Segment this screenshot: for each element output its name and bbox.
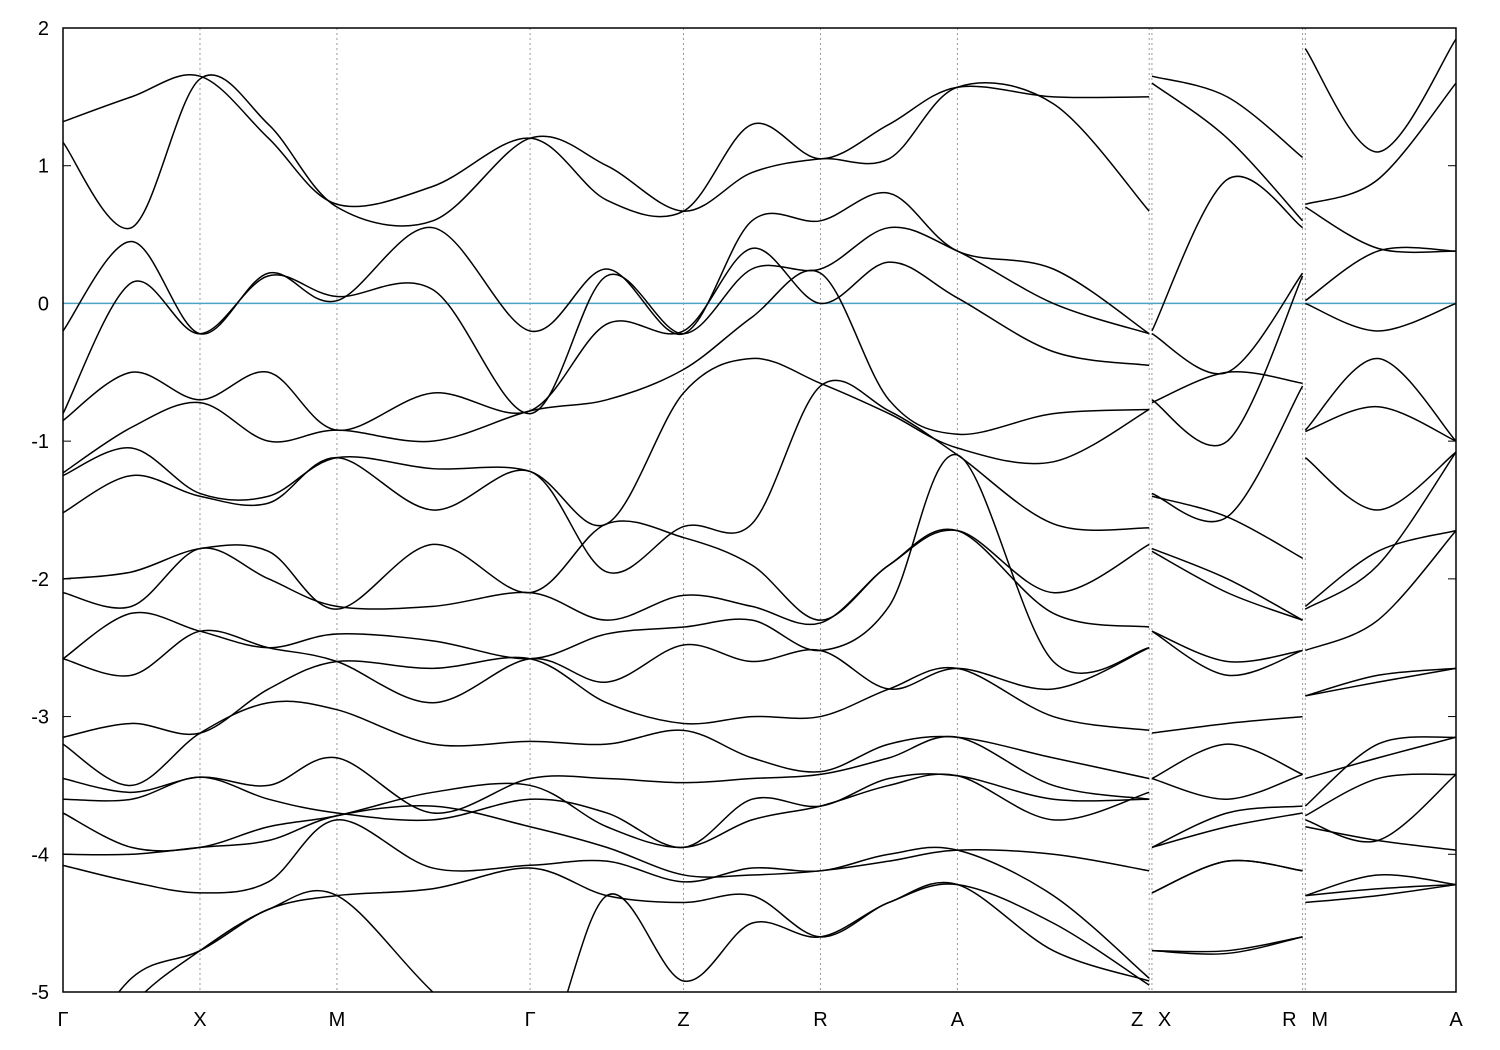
x-tick-label: X xyxy=(193,1009,206,1031)
x-tick-label: M xyxy=(1311,1009,1328,1031)
band xyxy=(63,247,1456,447)
y-tick-label: 2 xyxy=(38,18,49,40)
band xyxy=(117,867,1456,992)
band xyxy=(63,454,1456,674)
y-tick-label: -1 xyxy=(31,431,49,453)
y-tick-label: -2 xyxy=(31,569,49,591)
band xyxy=(63,656,1456,738)
band xyxy=(63,269,1456,474)
x-tick-label: A xyxy=(1449,1009,1463,1031)
grid xyxy=(62,27,1457,993)
band xyxy=(63,451,1456,628)
x-tick-label: M xyxy=(329,1009,346,1031)
band xyxy=(63,226,1456,415)
band xyxy=(143,881,1456,992)
y-tick-label: 0 xyxy=(38,293,49,315)
x-tick-label: X xyxy=(1158,1009,1171,1031)
x-tick-label: Γ xyxy=(57,1009,68,1031)
x-tick-label: Z xyxy=(1131,1009,1143,1031)
x-tick-label: R xyxy=(813,1009,827,1031)
bands xyxy=(63,38,1456,992)
plot-frame xyxy=(62,27,1457,993)
y-tick-label: -5 xyxy=(31,982,49,1004)
y-tick-label: -4 xyxy=(31,844,49,866)
y-tick-label: -3 xyxy=(31,707,49,729)
x-tick-label: Z xyxy=(677,1009,689,1031)
x-tick-label: Γ xyxy=(525,1009,536,1031)
y-tick-label: 1 xyxy=(38,156,49,178)
band xyxy=(63,735,1456,814)
band xyxy=(63,175,1456,335)
band xyxy=(63,38,1456,218)
band xyxy=(63,700,1456,787)
x-tick-label: R xyxy=(1282,1009,1296,1031)
band xyxy=(63,629,1456,704)
band xyxy=(63,379,1456,574)
x-tick-label: A xyxy=(951,1009,965,1031)
band xyxy=(63,819,1456,979)
band xyxy=(63,74,1456,230)
band xyxy=(63,520,1456,621)
